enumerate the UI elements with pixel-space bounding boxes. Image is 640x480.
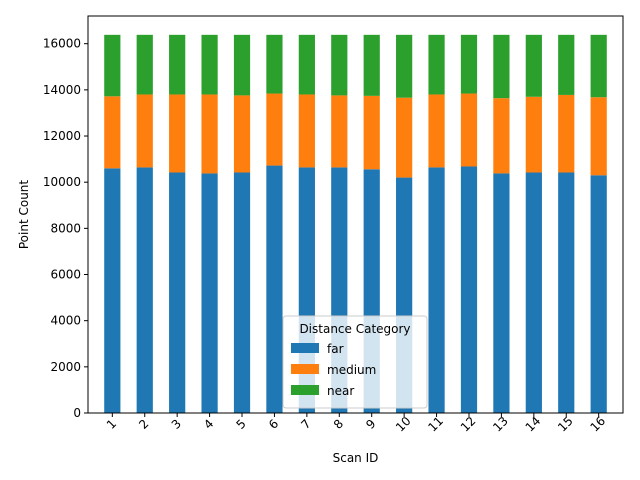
bar-segment-medium-scan-6 <box>266 93 283 166</box>
y-tick-label: 12000 <box>43 129 81 143</box>
legend-swatch-far <box>291 343 319 353</box>
bar-segment-medium-scan-11 <box>428 94 445 168</box>
y-tick-label: 2000 <box>50 360 81 374</box>
x-axis-label: Scan ID <box>333 451 379 465</box>
y-axis: 0 2000 4000 6000 8000 10000 12000 14000 16000 <box>43 37 88 420</box>
bar-segment-far-scan-11 <box>428 167 445 413</box>
bar-segment-medium-scan-4 <box>201 94 218 174</box>
x-tick-label: 2 <box>136 417 151 432</box>
y-tick-label: 16000 <box>43 37 81 51</box>
bar-segment-medium-scan-13 <box>493 98 510 174</box>
y-tick-label: 6000 <box>50 268 81 282</box>
x-tick-label: 1 <box>104 417 119 432</box>
bar-segment-medium-scan-2 <box>136 94 153 168</box>
bar-segment-near-scan-11 <box>428 34 445 95</box>
bar-segment-near-scan-13 <box>493 34 510 99</box>
x-tick-label: 15 <box>555 414 576 435</box>
bar-segment-near-scan-16 <box>590 34 607 98</box>
bar-segment-near-scan-1 <box>104 34 121 97</box>
legend-swatch-medium <box>291 364 319 374</box>
legend-label-far: far <box>327 342 344 356</box>
bar-segment-medium-scan-14 <box>525 96 542 173</box>
bar-segment-near-scan-6 <box>266 34 283 94</box>
bars-layer <box>104 34 607 413</box>
bar-segment-far-scan-5 <box>233 172 251 413</box>
bar-segment-medium-scan-8 <box>331 95 348 168</box>
bar-segment-far-scan-3 <box>169 172 186 413</box>
bar-segment-far-scan-14 <box>525 172 542 413</box>
bar-segment-far-scan-4 <box>201 173 218 413</box>
x-tick-label: 8 <box>331 417 346 432</box>
bar-segment-far-scan-12 <box>460 166 478 413</box>
bar-segment-far-scan-6 <box>266 165 283 413</box>
x-tick-label: 4 <box>201 417 216 432</box>
bar-segment-far-scan-2 <box>136 167 153 413</box>
bar-segment-medium-scan-5 <box>233 95 251 173</box>
y-axis-label: Point Count <box>17 180 31 250</box>
x-tick-label: 10 <box>393 414 414 435</box>
bar-segment-near-scan-7 <box>298 34 315 95</box>
bar-segment-near-scan-5 <box>233 34 251 96</box>
x-tick-label: 9 <box>363 417 378 432</box>
bar-segment-near-scan-4 <box>201 34 218 95</box>
bar-segment-near-scan-10 <box>396 34 413 98</box>
bar-segment-near-scan-15 <box>558 34 575 95</box>
bar-segment-medium-scan-16 <box>590 97 607 176</box>
x-tick-label: 7 <box>298 417 313 432</box>
legend-label-medium: medium <box>327 363 376 377</box>
bar-segment-far-scan-15 <box>558 172 575 413</box>
bar-segment-far-scan-1 <box>104 168 121 413</box>
bar-segment-near-scan-14 <box>525 34 542 97</box>
x-tick-label: 6 <box>266 417 281 432</box>
legend-swatch-near <box>291 385 319 395</box>
x-tick-label: 5 <box>234 417 249 432</box>
x-tick-label: 13 <box>490 414 511 435</box>
x-tick-label: 14 <box>523 414 544 435</box>
legend-title: Distance Category <box>299 322 410 336</box>
y-tick-label: 0 <box>73 406 81 420</box>
bar-segment-medium-scan-12 <box>460 93 478 167</box>
bar-segment-near-scan-12 <box>460 34 478 94</box>
x-tick-label: 16 <box>588 414 609 435</box>
y-tick-label: 8000 <box>50 221 81 235</box>
x-tick-label: 11 <box>425 414 446 435</box>
y-tick-label: 4000 <box>50 314 81 328</box>
bar-segment-far-scan-16 <box>590 175 607 413</box>
bar-segment-medium-scan-15 <box>558 94 575 173</box>
y-tick-label: 14000 <box>43 83 81 97</box>
bar-segment-medium-scan-10 <box>396 97 413 178</box>
bar-segment-medium-scan-9 <box>363 95 380 170</box>
y-tick-label: 10000 <box>43 175 81 189</box>
legend: Distance Category far medium near <box>282 315 428 409</box>
bar-segment-near-scan-8 <box>331 34 348 96</box>
plot-frame <box>87 15 624 414</box>
bar-segment-near-scan-3 <box>169 34 186 95</box>
bar-segment-medium-scan-1 <box>104 96 121 169</box>
bar-segment-near-scan-9 <box>363 34 380 96</box>
legend-label-near: near <box>327 384 354 398</box>
bar-segment-medium-scan-7 <box>298 94 315 168</box>
bar-segment-near-scan-2 <box>136 34 153 95</box>
bar-segment-far-scan-13 <box>493 173 510 413</box>
x-tick-label: 12 <box>458 414 479 435</box>
x-tick-label: 3 <box>169 417 184 432</box>
bar-segment-medium-scan-3 <box>169 94 186 173</box>
x-axis: 1 2 3 4 5 6 7 8 9 10 11 12 13 14 15 16 <box>104 413 608 435</box>
